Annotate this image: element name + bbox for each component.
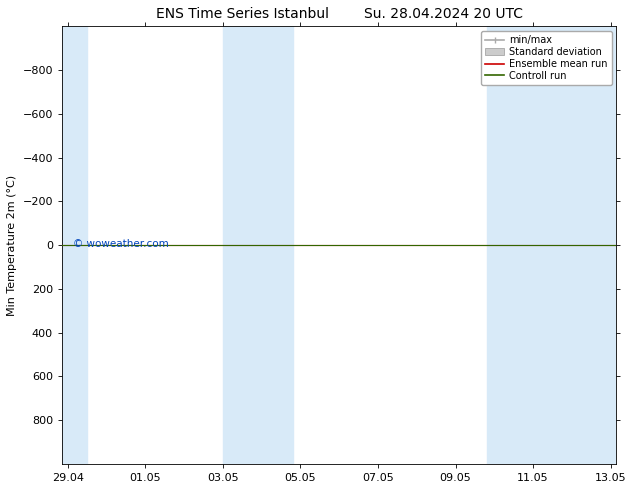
Title: ENS Time Series Istanbul        Su. 28.04.2024 20 UTC: ENS Time Series Istanbul Su. 28.04.2024 …	[156, 7, 522, 21]
Legend: min/max, Standard deviation, Ensemble mean run, Controll run: min/max, Standard deviation, Ensemble me…	[481, 31, 612, 85]
Bar	[223, 26, 293, 464]
Text: © woweather.com: © woweather.com	[73, 239, 169, 249]
Y-axis label: Min Temperature 2m (°C): Min Temperature 2m (°C)	[7, 174, 17, 316]
Bar	[62, 26, 87, 464]
Bar	[486, 26, 616, 464]
